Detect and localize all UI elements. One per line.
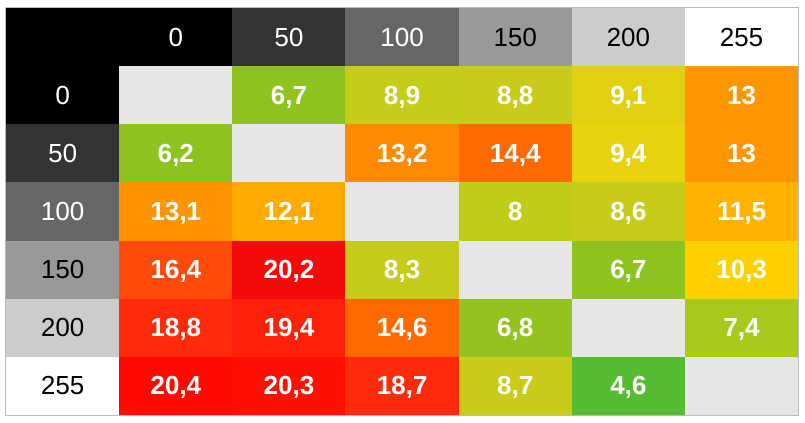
value-cell: 18,8	[119, 298, 233, 357]
value-cell: 8,9	[345, 66, 459, 125]
column-header: 255	[684, 8, 798, 67]
value-cell: 7,4	[684, 298, 798, 357]
column-header: 150	[458, 8, 572, 67]
empty-cell	[345, 182, 459, 241]
value-cell: 6,7	[232, 66, 346, 125]
column-header: 100	[345, 8, 459, 67]
value-cell: 4,6	[571, 356, 685, 415]
value-cell: 18,7	[345, 356, 459, 415]
value-cell: 13,2	[345, 124, 459, 183]
column-header: 0	[119, 8, 233, 67]
corner-cell	[6, 8, 120, 67]
row-header: 255	[6, 356, 120, 415]
empty-cell	[571, 298, 685, 357]
value-cell: 14,4	[458, 124, 572, 183]
value-cell: 8,6	[571, 182, 685, 241]
value-cell: 6,7	[571, 240, 685, 299]
value-cell: 10,3	[684, 240, 798, 299]
row-header: 50	[6, 124, 120, 183]
value-cell: 13	[684, 124, 798, 183]
empty-cell	[684, 356, 798, 415]
value-cell: 8,3	[345, 240, 459, 299]
value-cell: 13,1	[119, 182, 233, 241]
empty-cell	[458, 240, 572, 299]
value-cell: 19,4	[232, 298, 346, 357]
empty-cell	[232, 124, 346, 183]
value-cell: 12,1	[232, 182, 346, 241]
row-header: 200	[6, 298, 120, 357]
column-header: 50	[232, 8, 346, 67]
row-header: 100	[6, 182, 120, 241]
value-cell: 14,6	[345, 298, 459, 357]
value-cell: 13	[684, 66, 798, 125]
heatmap-table: 0 50 100 150 200 255 0 6,7 8,9 8,8 9,1 13 50 6,2 13,2 1…	[5, 7, 799, 416]
value-cell: 11,5	[684, 182, 798, 241]
row-header: 150	[6, 240, 120, 299]
value-cell: 8,8	[458, 66, 572, 125]
value-cell: 6,2	[119, 124, 233, 183]
row-header: 0	[6, 66, 120, 125]
value-cell: 9,4	[571, 124, 685, 183]
value-cell: 20,2	[232, 240, 346, 299]
value-cell: 8,7	[458, 356, 572, 415]
value-cell: 20,4	[119, 356, 233, 415]
empty-cell	[119, 66, 233, 125]
value-cell: 20,3	[232, 356, 346, 415]
column-header: 200	[571, 8, 685, 67]
value-cell: 8	[458, 182, 572, 241]
value-cell: 6,8	[458, 298, 572, 357]
value-cell: 16,4	[119, 240, 233, 299]
value-cell: 9,1	[571, 66, 685, 125]
